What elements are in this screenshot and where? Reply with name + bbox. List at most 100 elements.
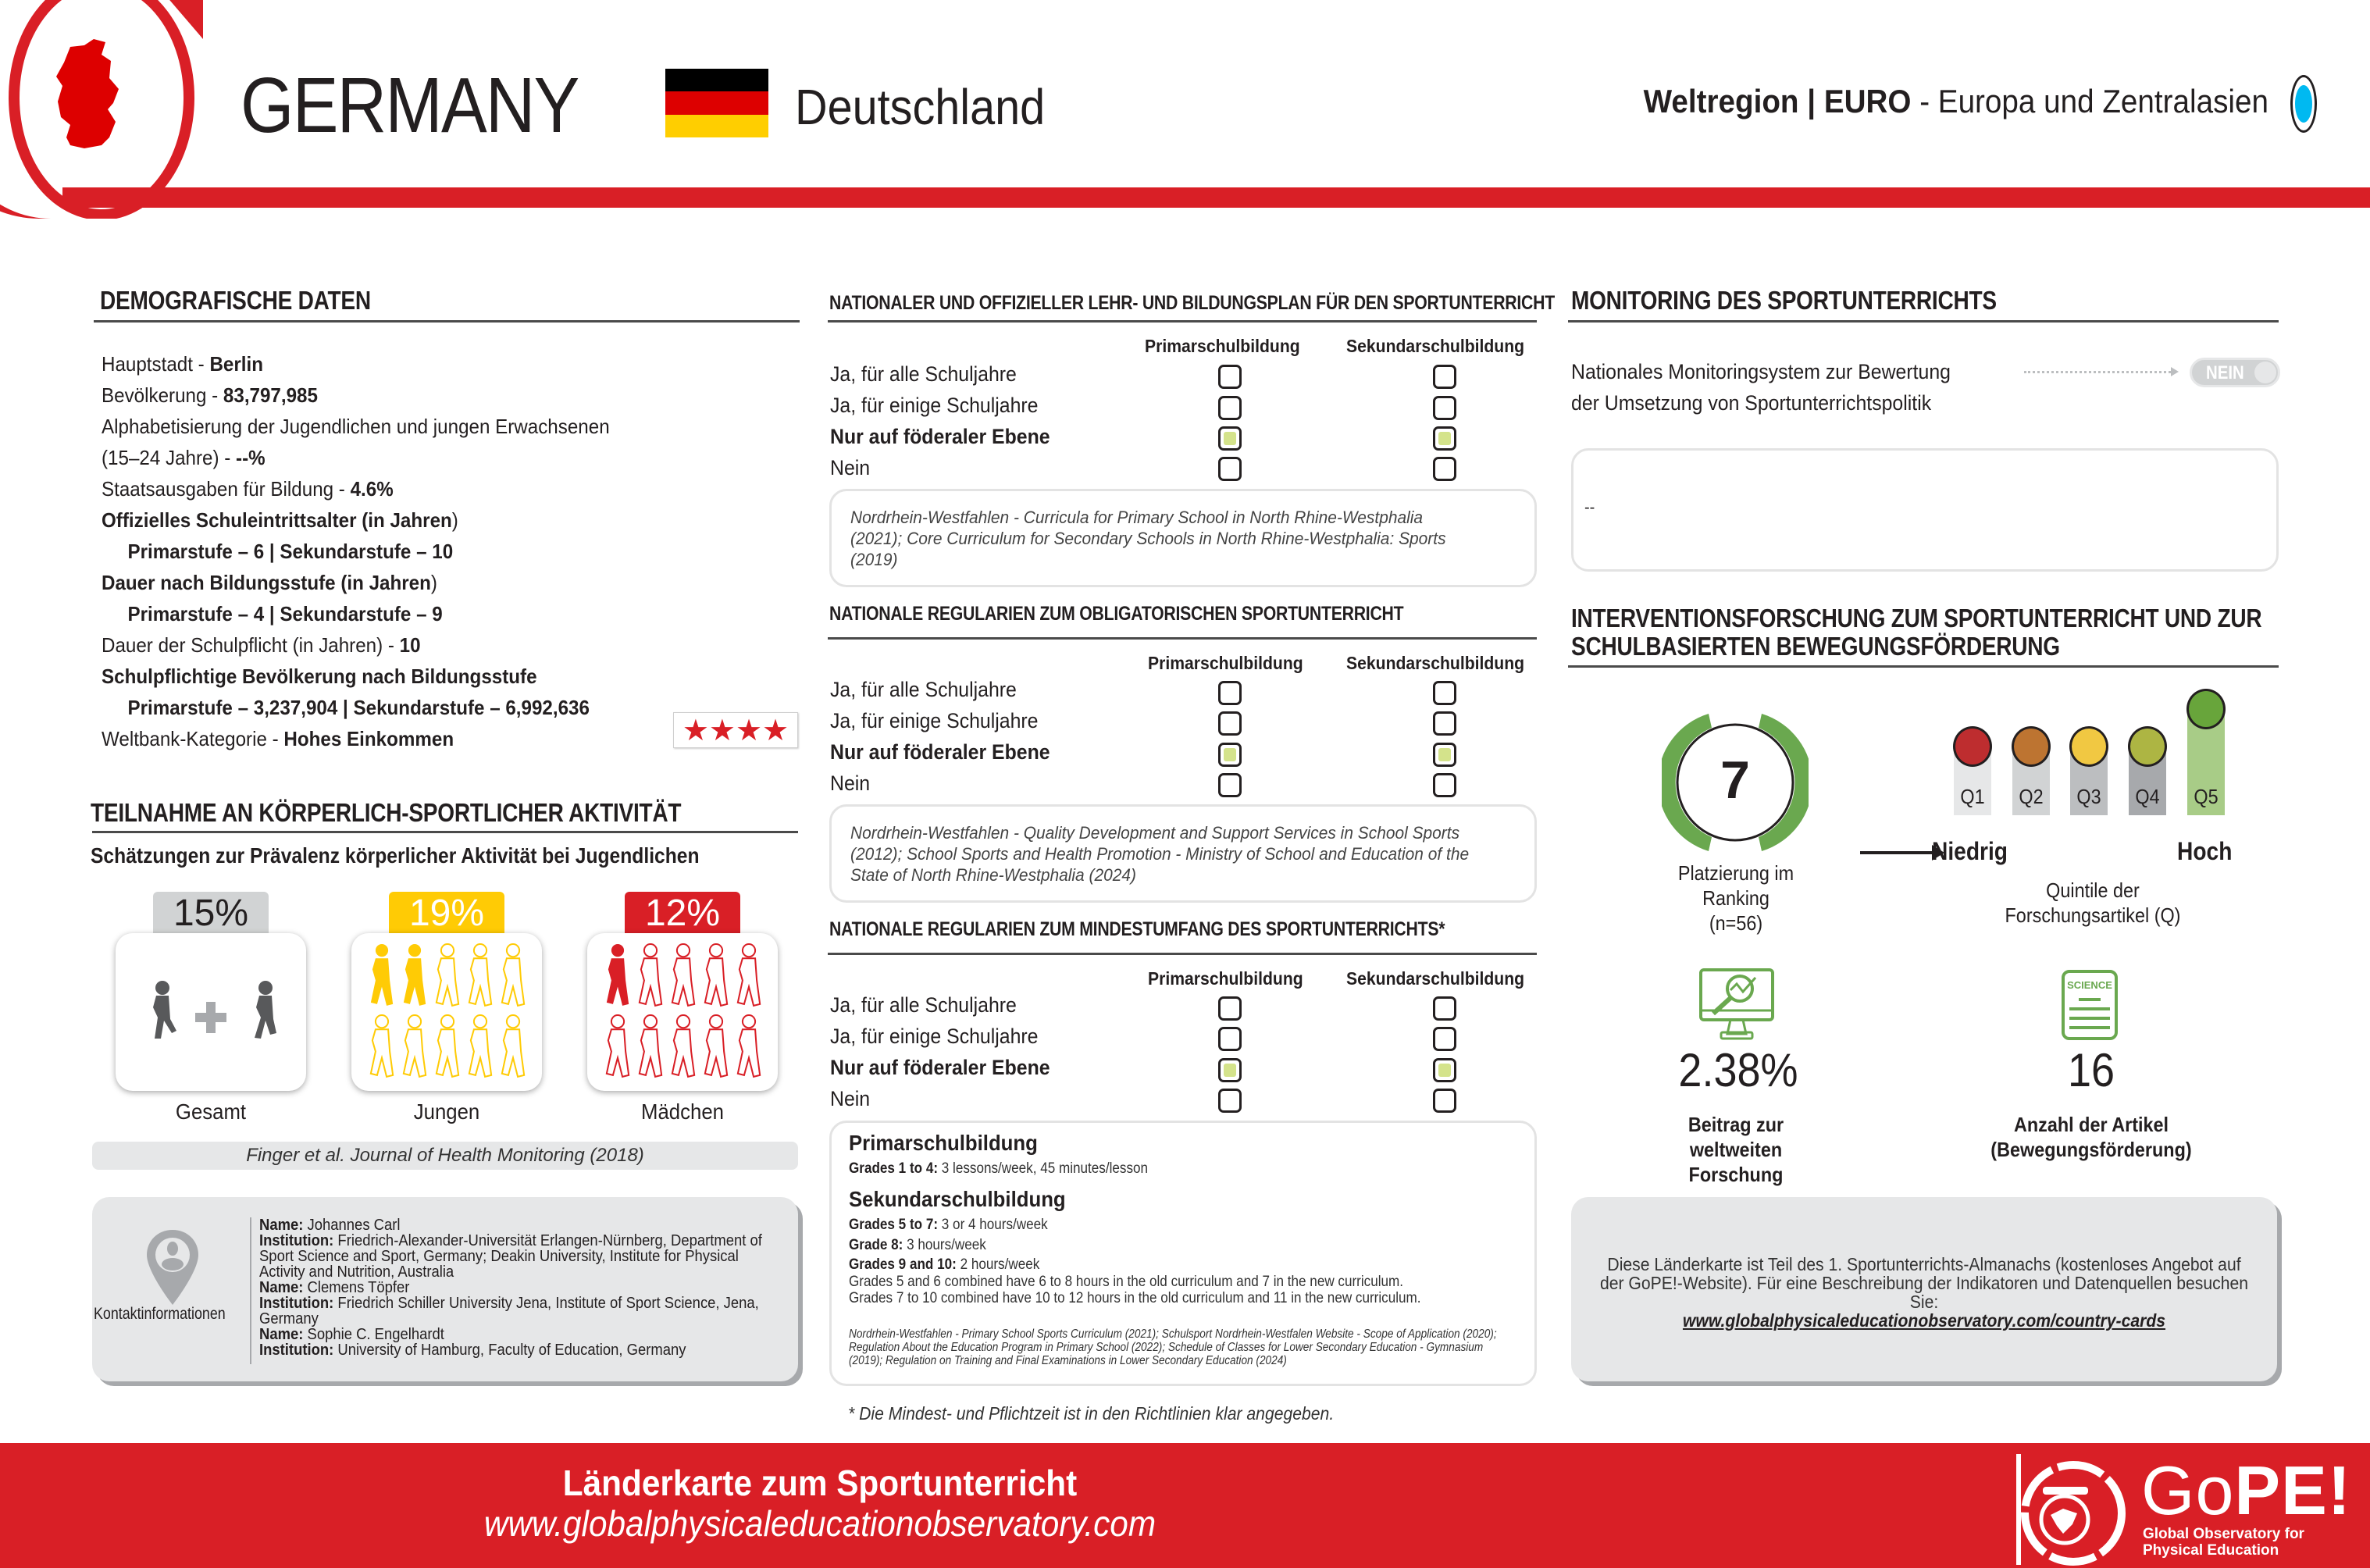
research-contribution: 2.38%	[1678, 1044, 1798, 1096]
minimum-option-federal: Nur auf föderaler Ebene	[830, 1056, 1050, 1079]
location-person-icon	[147, 1230, 198, 1305]
region-name: - Europa und Zentralasien	[1911, 83, 2268, 119]
germany-map-logo-icon	[0, 0, 219, 219]
curriculum-primary-all-checkbox	[1218, 365, 1242, 389]
minimum-details-box: Primarschulbildung Grades 1 to 4: 3 less…	[829, 1121, 1537, 1386]
gope-globe-logo-icon	[2016, 1454, 2126, 1566]
minimum-source: Nordrhein-Westfahlen - Primary School Sp…	[849, 1327, 1497, 1367]
runner-outline-icon	[704, 943, 729, 1007]
mandatory-option-no: Nein	[830, 772, 871, 795]
science-document-icon: SCIENCE	[2062, 970, 2118, 1040]
total-card	[116, 933, 306, 1091]
high-label: Hoch	[2177, 837, 2233, 865]
contribution-label: Beitrag zur weltweiten Forschung	[1688, 1113, 1784, 1186]
duration-values: Primarstufe – 4 | Sekundarstufe – 9	[127, 602, 443, 625]
runner-outline-icon	[638, 1014, 663, 1078]
mandatory-primary-all-checkbox	[1218, 681, 1242, 705]
minimum-secondary-all-checkbox	[1433, 996, 1456, 1021]
mandatory-option-federal: Nur auf föderaler Ebene	[830, 740, 1050, 764]
curriculum-rule	[828, 320, 1537, 323]
minimum-footnote: * Die Mindest- und Pflichtzeit ist in de…	[848, 1403, 1335, 1424]
minimum-option-some: Ja, für einige Schuljahre	[830, 1025, 1039, 1048]
minimum-secondary-heading: Sekundarschulbildung	[849, 1187, 1066, 1211]
curriculum-col-secondary: Sekundarschulbildung	[1346, 336, 1525, 356]
monitoring-rule	[1568, 320, 2279, 323]
minimum-primary-some-checkbox	[1218, 1027, 1242, 1051]
minimum-primary-federal-checkbox	[1218, 1058, 1242, 1082]
runner-outline-icon	[501, 943, 526, 1007]
minimum-title: NATIONALE REGULARIEN ZUM MINDESTUMFANG D…	[829, 918, 1445, 940]
mandatory-primary-no-checkbox	[1218, 773, 1242, 797]
curriculum-source: Nordrhein-Westfahlen - Curricula for Pri…	[829, 489, 1537, 587]
gope-tagline: Global Observatory for Physical Educatio…	[2143, 1526, 2304, 1559]
dotted-arrow-icon	[2024, 367, 2179, 376]
runner-outline-icon	[402, 1014, 427, 1078]
quintile-q4: Q4	[2128, 726, 2167, 815]
quintile-dot-icon	[2012, 726, 2051, 767]
school-population-values: Primarstufe – 3,237,904 | Sekundarstufe …	[127, 696, 590, 719]
country-native-name: Deutschland	[795, 79, 1046, 135]
mandatory-secondary-some-checkbox	[1433, 711, 1456, 736]
monitoring-question: Nationales Monitoringsystem zur Bewertun…	[1571, 360, 1951, 415]
quintile-q3: Q3	[2069, 726, 2108, 815]
minimum-secondary-line: Grade 8: 3 hours/week	[849, 1237, 986, 1253]
quintile-dot-icon	[2186, 689, 2226, 729]
curriculum-option-federal: Nur auf föderaler Ebene	[830, 425, 1050, 448]
header-divider	[62, 187, 2370, 208]
curriculum-title: NATIONALER UND OFFIZIELLER LEHR- UND BIL…	[829, 292, 1555, 314]
girls-runners-grid	[601, 941, 765, 1083]
minimum-col-primary: Primarschulbildung	[1148, 968, 1303, 989]
runner-filled-icon	[403, 944, 426, 1006]
minimum-primary-line: Grades 1 to 4: 3 lessons/week, 45 minute…	[849, 1160, 1149, 1177]
germany-flag-icon	[665, 69, 768, 137]
monitoring-details-box: --	[1571, 448, 2279, 572]
curriculum-primary-no-checkbox	[1218, 457, 1242, 481]
contact-panel: Kontaktinformationen Name: Johannes Carl…	[92, 1197, 798, 1381]
curriculum-secondary-no-checkbox	[1433, 457, 1456, 481]
girls-card	[587, 933, 778, 1091]
runner-outline-icon	[671, 1014, 696, 1078]
info-text: Diese Länderkarte ist Teil des 1. Sportu…	[1599, 1254, 2249, 1331]
monitoring-title: MONITORING DES SPORTUNTERRICHTS	[1571, 286, 1997, 315]
quintile-dot-icon	[2069, 726, 2108, 767]
research-title: INTERVENTIONSFORSCHUNG ZUM SPORTUNTERRIC…	[1571, 604, 2262, 661]
quintile-q1: Q1	[1953, 726, 1992, 815]
research-rule	[1568, 665, 2279, 668]
boys-percent-badge: 19%	[389, 892, 504, 934]
minimum-secondary-line: Grades 5 to 7: 3 or 4 hours/week	[849, 1217, 1048, 1233]
demographics-list: Hauptstadt - Berlin Bevölkerung - 83,797…	[102, 348, 804, 754]
curriculum-secondary-all-checkbox	[1433, 365, 1456, 389]
minimum-rule	[828, 953, 1537, 955]
runner-outline-icon	[605, 1014, 630, 1078]
runners-boy-girl-icon	[153, 981, 276, 1039]
runner-outline-icon	[704, 1014, 729, 1078]
region-label: Weltregion | EURO	[1643, 83, 1912, 119]
mandatory-primary-some-checkbox	[1218, 711, 1242, 736]
world-region: Weltregion | EURO - Europa und Zentralas…	[1644, 83, 2268, 120]
mandatory-primary-federal-checkbox	[1218, 743, 1242, 767]
ranking-number: 7	[1720, 750, 1750, 810]
monitor-analytics-icon	[1699, 968, 1774, 1040]
runner-filled-icon	[370, 944, 394, 1006]
footer-title: Länderkarte zum Sportunterricht	[562, 1463, 1078, 1503]
mandatory-secondary-no-checkbox	[1433, 773, 1456, 797]
minimum-col-secondary: Sekundarschulbildung	[1346, 968, 1525, 989]
runner-filled-icon	[606, 944, 629, 1006]
minimum-primary-no-checkbox	[1218, 1089, 1242, 1113]
mandatory-secondary-federal-checkbox	[1433, 743, 1456, 767]
footer-website-link[interactable]: www.globalphysicaleducationobservatory.c…	[483, 1503, 1156, 1544]
ranking-label: Platzierung im Ranking (n=56)	[1677, 861, 1794, 935]
mandatory-title: NATIONALE REGULARIEN ZUM OBLIGATORISCHEN…	[829, 603, 1404, 625]
mandatory-rule	[828, 637, 1537, 640]
minimum-secondary-line: Grades 5 and 6 combined have 6 to 8 hour…	[849, 1274, 1404, 1290]
minimum-option-no: Nein	[830, 1087, 871, 1110]
quintile-dot-icon	[2128, 726, 2167, 767]
entry-age-values: Primarstufe – 6 | Sekundarstufe – 10	[127, 540, 454, 563]
mandatory-secondary-all-checkbox	[1433, 681, 1456, 705]
country-cards-link[interactable]: www.globalphysicaleducationobservatory.c…	[1682, 1310, 2166, 1331]
physical-activity-subtitle: Schätzungen zur Prävalenz körperlicher A…	[91, 843, 700, 868]
curriculum-primary-federal-checkbox	[1218, 426, 1242, 451]
boys-label: Jungen	[413, 1099, 480, 1124]
mandatory-source: Nordrhein-Westfahlen - Quality Developme…	[829, 804, 1537, 903]
minimum-secondary-line: Grades 7 to 10 combined have 10 to 12 ho…	[849, 1290, 1421, 1306]
